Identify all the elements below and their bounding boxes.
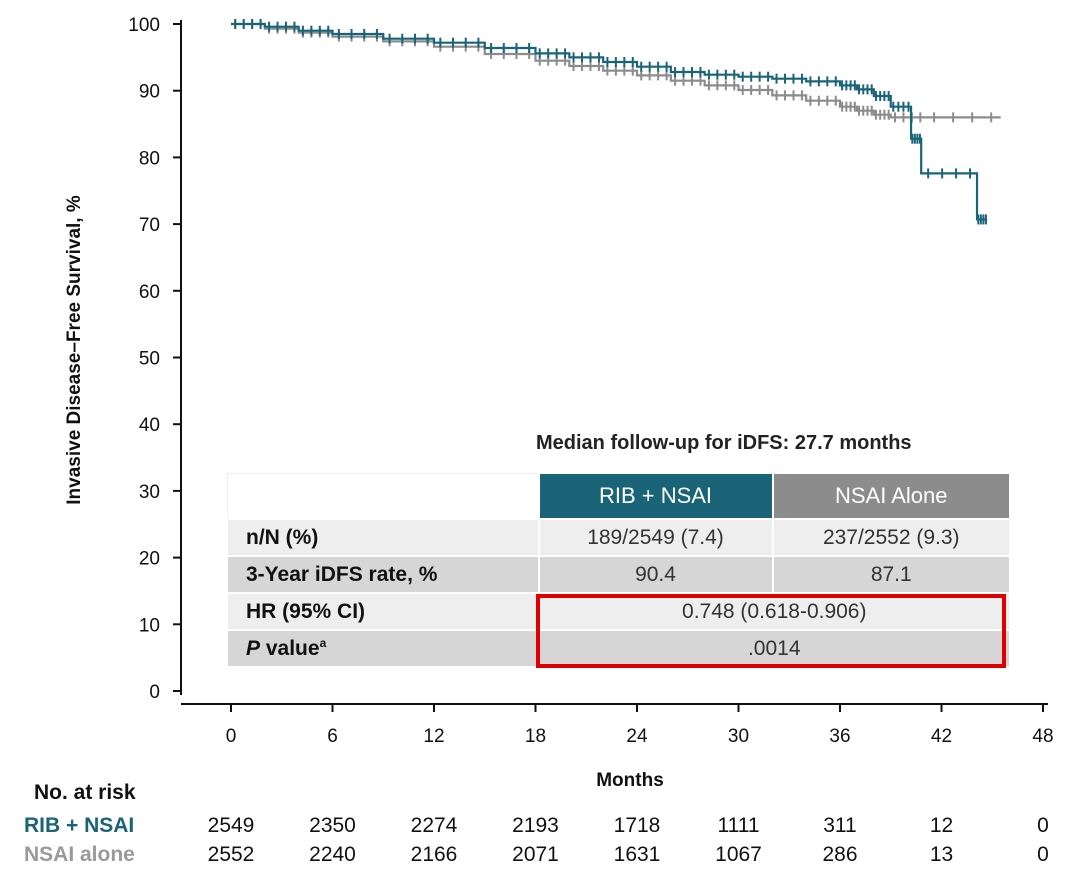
table-row: 3-Year iDFS rate, % 90.4 87.1 <box>226 555 1011 594</box>
y-tick-label: 100 <box>128 15 160 36</box>
at-risk-value: 2552 <box>207 843 255 866</box>
x-tick-label: 12 <box>423 726 444 747</box>
x-tick-label: 48 <box>1032 726 1053 747</box>
table-row: HR (95% CI) 0.748 (0.618-0.906) <box>226 592 1011 631</box>
at-risk-value: 1631 <box>613 843 661 866</box>
footnote-marker: a <box>319 636 327 650</box>
row-label: n/N (%) <box>226 518 540 557</box>
y-tick-label: 80 <box>139 148 160 169</box>
p-italic: P <box>246 637 261 660</box>
y-tick-label: 60 <box>139 282 160 303</box>
y-tick-label: 10 <box>139 615 160 636</box>
cell-nsai: 87.1 <box>771 555 1011 594</box>
y-tick-label: 70 <box>139 215 160 236</box>
at-risk-value: 0 <box>1037 843 1049 866</box>
y-tick-label: 40 <box>139 415 160 436</box>
y-tick-label: 0 <box>149 682 160 703</box>
cell-rib: 90.4 <box>537 555 774 594</box>
y-axis-label: Invasive Disease–Free Survival, % <box>64 195 85 505</box>
at-risk-value: 2240 <box>309 843 356 866</box>
km-curve-rib <box>231 22 988 221</box>
at-risk-value: 13 <box>929 843 954 866</box>
x-axis-label: Months <box>596 770 664 791</box>
at-risk-value: 1067 <box>715 843 762 866</box>
row-label: HR (95% CI) <box>226 592 540 631</box>
at-risk-value: 2274 <box>410 814 458 837</box>
x-tick-label: 0 <box>226 726 237 747</box>
at-risk-title: No. at risk <box>34 781 136 804</box>
at-risk-label-rib: RIB + NSAI <box>24 814 135 837</box>
header-rib: RIB + NSAI <box>537 472 774 520</box>
y-tick-label: 50 <box>139 349 160 370</box>
cell-hr: 0.748 (0.618-0.906) <box>537 592 1011 631</box>
y-tick-label: 20 <box>139 549 160 570</box>
x-tick-label: 18 <box>525 726 546 747</box>
table-row: P valuea .0014 <box>226 629 1011 668</box>
header-nsai: NSAI Alone <box>771 472 1011 520</box>
highlight-box <box>536 594 1006 668</box>
follow-up-caption: Median follow-up for iDFS: 27.7 months <box>536 432 912 454</box>
p-label: value <box>260 637 320 660</box>
at-risk-value: 0 <box>1037 814 1049 837</box>
x-tick-label: 24 <box>626 726 648 747</box>
x-tick-label: 30 <box>728 726 749 747</box>
x-tick-label: 6 <box>327 726 338 747</box>
x-tick-label: 36 <box>829 726 850 747</box>
y-tick-label: 90 <box>139 82 160 103</box>
cell-rib: 189/2549 (7.4) <box>537 518 774 557</box>
at-risk-value: 311 <box>823 814 857 837</box>
at-risk-value: 2193 <box>512 814 559 837</box>
km-curve-nsai <box>231 22 1001 119</box>
x-tick-label: 42 <box>931 726 952 747</box>
at-risk-value: 2549 <box>207 814 255 837</box>
table-header-row: RIB + NSAI NSAI Alone <box>226 472 1011 520</box>
at-risk-value: 2071 <box>512 843 559 866</box>
at-risk-label-nsai: NSAI alone <box>24 843 135 866</box>
table-row: n/N (%) 189/2549 (7.4) 237/2552 (9.3) <box>226 518 1011 557</box>
row-label: 3-Year iDFS rate, % <box>226 555 540 594</box>
at-risk-value: 2166 <box>410 843 458 866</box>
cell-nsai: 237/2552 (9.3) <box>771 518 1011 557</box>
at-risk-value: 286 <box>822 843 858 866</box>
header-empty <box>226 472 539 520</box>
at-risk-value: 1718 <box>613 814 661 837</box>
row-label: P valuea <box>226 629 540 668</box>
at-risk-value: 1111 <box>717 814 760 837</box>
stats-table: RIB + NSAI NSAI Alone n/N (%) 189/2549 (… <box>226 472 1011 668</box>
at-risk-value: 2350 <box>309 814 356 837</box>
at-risk-value: 12 <box>929 814 954 837</box>
y-tick-label: 30 <box>139 482 160 503</box>
